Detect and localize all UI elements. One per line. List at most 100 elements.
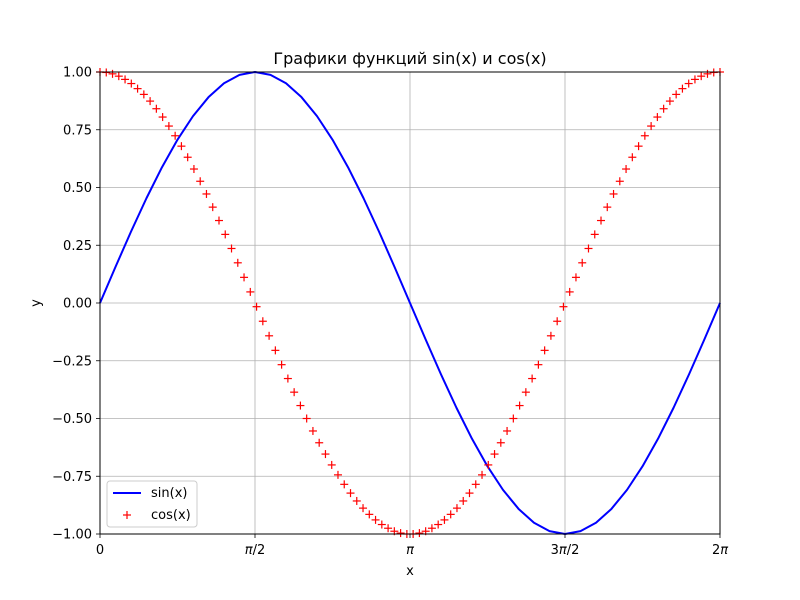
cos-point-56 — [446, 510, 455, 519]
cos-point-84 — [622, 165, 631, 174]
cos-point-45 — [377, 520, 386, 529]
cos-point-88 — [647, 122, 656, 131]
legend-cos-marker — [123, 511, 131, 519]
cos-point-43 — [365, 510, 374, 519]
y-tick-label-4: 0.00 — [63, 297, 92, 312]
cos-point-44 — [371, 515, 380, 524]
x-tick-label-4: 2π — [712, 543, 728, 558]
cos-point-17 — [202, 189, 211, 198]
x-tick-label-3: 3π/2 — [551, 543, 580, 558]
cos-point-54 — [434, 520, 443, 529]
cos-point-38 — [333, 470, 342, 479]
cos-point-10 — [158, 113, 167, 122]
cos-point-80 — [597, 216, 606, 225]
cos-point-64 — [496, 438, 505, 447]
cos-point-28 — [271, 346, 280, 355]
cos-point-81 — [603, 203, 612, 212]
cos-point-35 — [315, 438, 324, 447]
cos-point-70 — [534, 360, 543, 369]
cos-point-34 — [308, 426, 317, 435]
cos-point-8 — [146, 97, 155, 106]
cos-point-4 — [121, 75, 130, 84]
cos-point-75 — [565, 287, 574, 296]
cos-point-36 — [321, 450, 330, 459]
legend-sin-label: sin(x) — [151, 486, 187, 501]
cos-point-19 — [214, 216, 223, 225]
cos-point-25 — [252, 302, 261, 311]
cos-point-40 — [346, 489, 355, 498]
cos-point-74 — [559, 302, 568, 311]
x-axis-label: x — [406, 564, 414, 579]
cos-point-23 — [240, 273, 249, 282]
x-tick-label-2: π — [406, 543, 414, 558]
cos-point-2 — [108, 69, 117, 78]
y-tick-label-8: −1.00 — [52, 528, 92, 543]
cos-point-67 — [515, 401, 524, 410]
cos-point-69 — [528, 374, 537, 383]
y-tick-label-7: −0.75 — [52, 470, 92, 485]
cos-point-90 — [659, 104, 668, 113]
cos-point-16 — [196, 177, 205, 186]
cos-point-9 — [152, 104, 161, 113]
cos-point-22 — [233, 258, 242, 267]
cos-point-60 — [471, 480, 480, 489]
cos-point-11 — [164, 122, 173, 131]
cos-point-94 — [684, 79, 693, 88]
cos-point-97 — [703, 69, 712, 78]
cos-point-61 — [478, 470, 487, 479]
cos-point-71 — [540, 346, 549, 355]
y-axis-ticks: 1.00 0.75 0.50 0.25 0.00 −0.25 −0.50 −0.75 −1.00 — [52, 66, 100, 543]
cos-point-62 — [484, 460, 493, 469]
y-tick-label-6: −0.50 — [52, 412, 92, 427]
cos-point-55 — [440, 515, 449, 524]
y-axis-label: y — [29, 299, 44, 307]
cos-point-82 — [609, 189, 618, 198]
x-tick-label-0: 0 — [96, 543, 104, 558]
cos-point-41 — [352, 496, 361, 505]
y-tick-label-1: 0.75 — [63, 123, 92, 138]
cos-point-30 — [283, 374, 292, 383]
cos-point-37 — [327, 460, 336, 469]
cos-point-73 — [553, 317, 562, 326]
y-tick-label-0: 1.00 — [63, 66, 92, 81]
legend: sin(x) cos(x) — [106, 480, 198, 528]
cos-point-29 — [277, 360, 286, 369]
cos-point-31 — [290, 388, 299, 397]
sin-line — [99, 71, 721, 535]
cos-point-42 — [359, 504, 368, 513]
cos-point-83 — [615, 177, 624, 186]
cos-point-33 — [302, 414, 311, 423]
cos-point-58 — [459, 496, 468, 505]
cos-point-85 — [628, 153, 637, 162]
cos-point-92 — [672, 90, 681, 99]
cos-point-12 — [171, 131, 180, 140]
cos-point-13 — [177, 142, 186, 151]
cos-point-46 — [384, 524, 393, 533]
cos-point-51 — [415, 529, 424, 538]
cos-point-53 — [427, 524, 436, 533]
cos-point-21 — [227, 244, 236, 253]
cos-point-59 — [465, 489, 474, 498]
cos-point-68 — [521, 388, 530, 397]
cos-point-57 — [452, 504, 461, 513]
cos-point-27 — [265, 331, 274, 340]
cos-point-24 — [246, 287, 255, 296]
cos-point-79 — [590, 230, 599, 239]
cos-point-26 — [258, 317, 267, 326]
cos-point-32 — [296, 401, 305, 410]
cos-point-96 — [697, 72, 706, 81]
cos-point-63 — [490, 450, 499, 459]
sin-series — [99, 71, 721, 535]
y-tick-label-2: 0.50 — [63, 181, 92, 196]
cos-point-93 — [678, 84, 687, 93]
cos-point-65 — [503, 426, 512, 435]
cos-point-20 — [221, 230, 230, 239]
cos-point-95 — [690, 75, 699, 84]
y-tick-label-3: 0.25 — [63, 239, 92, 254]
cos-point-15 — [189, 165, 198, 174]
cos-point-39 — [340, 480, 349, 489]
cos-point-18 — [208, 203, 217, 212]
cos-point-6 — [133, 84, 142, 93]
chart-title: Графики функций sin(x) и cos(x) — [273, 49, 546, 68]
